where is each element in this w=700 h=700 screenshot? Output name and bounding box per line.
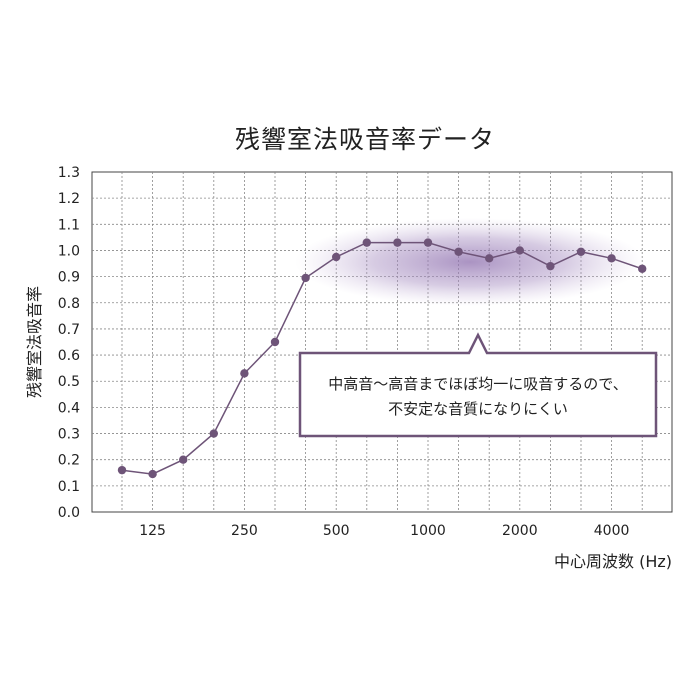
- annotation-line-1: 中高音〜高音までほぼ均一に吸音するので、: [328, 375, 627, 393]
- y-axis-label: 残響室法吸音率: [25, 286, 44, 398]
- series-points: [117, 238, 647, 479]
- data-point: [454, 247, 463, 256]
- x-tick-label: 125: [139, 523, 166, 539]
- data-point: [576, 247, 586, 256]
- data-point: [362, 238, 371, 247]
- data-point: [179, 455, 188, 464]
- data-point: [301, 273, 310, 283]
- data-point: [607, 254, 616, 263]
- data-point: [393, 238, 402, 247]
- x-axis-ticks: 125 250 500 1000 2000 4000: [139, 523, 629, 539]
- annotation-callout: 中高音〜高音までほぼ均一に吸音するので、 不安定な音質になりにくい: [298, 332, 658, 438]
- chart-title: 残響室法吸音率データ: [235, 125, 495, 154]
- y-tick-label: 0.6: [58, 348, 80, 364]
- annotation-line-2: 不安定な音質になりにくい: [388, 400, 568, 418]
- series-line: [121, 241, 643, 475]
- y-tick-label: 0.5: [58, 374, 80, 390]
- x-tick-label: 250: [231, 523, 258, 539]
- data-point: [515, 246, 524, 255]
- y-tick-label: 1.1: [58, 217, 80, 233]
- y-tick-label: 0.2: [58, 453, 80, 469]
- x-tick-label: 1000: [410, 523, 446, 539]
- data-point: [148, 469, 157, 479]
- data-point: [638, 264, 647, 273]
- data-point: [485, 254, 494, 263]
- data-point: [332, 252, 341, 262]
- x-tick-label: 4000: [594, 523, 630, 539]
- data-point: [270, 337, 280, 347]
- callout-box: [298, 332, 658, 438]
- y-tick-label: 1.0: [58, 243, 80, 259]
- y-tick-label: 1.3: [58, 165, 80, 181]
- y-tick-label: 0.3: [58, 427, 80, 443]
- data-point: [117, 465, 127, 475]
- highlight-glow: [295, 218, 645, 306]
- data-point: [240, 369, 249, 378]
- x-tick-label: 2000: [502, 523, 538, 539]
- y-tick-label: 0.1: [58, 479, 80, 495]
- y-axis-ticks: 0.0 0.1 0.2 0.3 0.4 0.5 0.6 0.7 0.8 0.9 1.0 1.1 1.2 1…: [58, 165, 80, 521]
- x-tick-label: 500: [323, 523, 350, 539]
- data-point: [209, 429, 218, 438]
- y-tick-label: 0.7: [58, 322, 80, 338]
- y-tick-label: 0.4: [58, 400, 80, 416]
- y-tick-label: 0.0: [58, 505, 80, 521]
- x-axis-label: 中心周波数 (Hz): [554, 552, 672, 571]
- y-tick-label: 1.2: [58, 191, 80, 207]
- y-tick-label: 0.8: [58, 296, 80, 312]
- data-point: [546, 261, 555, 271]
- y-tick-label: 0.9: [58, 270, 80, 286]
- data-point: [423, 238, 433, 247]
